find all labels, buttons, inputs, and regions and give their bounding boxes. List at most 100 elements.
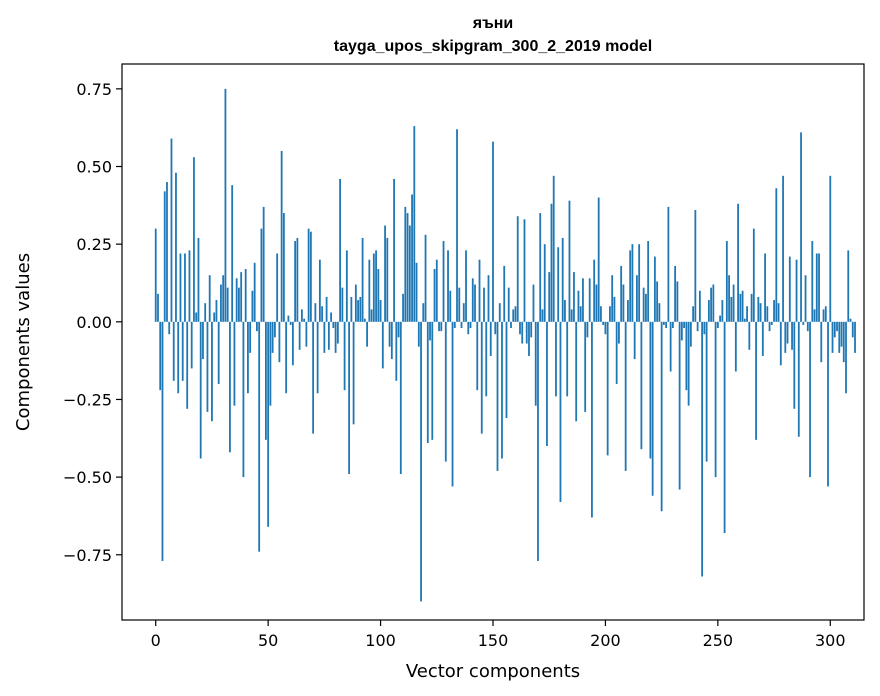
bar: [321, 306, 324, 322]
bar: [195, 312, 198, 322]
bar: [507, 287, 510, 322]
bar: [217, 321, 220, 384]
bar: [804, 275, 807, 322]
bar: [694, 209, 697, 322]
bar: [456, 129, 458, 322]
bar: [444, 321, 447, 462]
x-tick-label: 50: [258, 631, 278, 650]
bar: [381, 321, 384, 369]
bar: [561, 237, 564, 322]
bar: [300, 309, 303, 322]
bar: [813, 309, 816, 322]
bar: [741, 290, 744, 322]
bar: [665, 321, 668, 329]
bar: [429, 321, 431, 341]
bar: [595, 284, 598, 322]
bar: [593, 259, 596, 322]
bar: [750, 293, 753, 322]
bar: [256, 321, 258, 332]
bar: [624, 321, 627, 471]
bar: [586, 321, 589, 338]
bar: [579, 306, 582, 322]
bar: [746, 306, 748, 322]
bar: [854, 321, 856, 353]
bar: [584, 321, 587, 412]
x-axis-ticks: 0 50 100 150 200 250 300: [151, 620, 846, 650]
bar: [671, 321, 674, 329]
bar: [537, 321, 539, 561]
bars-group: [154, 88, 856, 602]
bar: [159, 321, 162, 391]
bar: [725, 241, 728, 322]
x-axis-label: Vector components: [406, 661, 580, 682]
bar: [280, 150, 283, 322]
bar: [667, 206, 670, 322]
bar: [734, 321, 737, 372]
bar: [842, 321, 845, 363]
bar: [312, 321, 315, 434]
bar: [316, 321, 319, 394]
bar: [548, 272, 551, 322]
bar: [161, 321, 164, 561]
bar: [341, 287, 344, 322]
bar: [719, 315, 721, 322]
bar: [615, 321, 618, 384]
bar: [339, 178, 341, 322]
bar: [678, 321, 681, 490]
bar: [498, 303, 501, 322]
bar: [327, 321, 330, 350]
bar: [525, 321, 528, 344]
bar: [604, 321, 607, 335]
bar: [649, 321, 652, 459]
y-tick-label: 0.00: [76, 313, 112, 332]
bar: [336, 321, 339, 344]
bar: [397, 321, 400, 338]
bar: [658, 303, 661, 322]
bar: [582, 278, 584, 322]
bar: [629, 250, 632, 322]
bar: [402, 293, 404, 322]
bar: [249, 321, 252, 353]
bar: [620, 265, 623, 322]
bar: [440, 321, 443, 332]
bar: [361, 237, 364, 322]
bar: [519, 321, 521, 335]
bar: [202, 321, 204, 360]
bar: [235, 278, 238, 322]
bar: [388, 321, 391, 347]
bar: [271, 321, 274, 353]
bar: [483, 287, 485, 322]
y-axis-label: Components values: [13, 253, 34, 431]
bar: [705, 321, 708, 462]
bar: [260, 228, 263, 322]
bar: [229, 321, 231, 453]
bar: [231, 185, 234, 322]
bar: [534, 321, 537, 406]
bar: [514, 306, 517, 322]
bar: [467, 321, 470, 335]
bar: [469, 321, 472, 329]
bar: [847, 250, 850, 322]
bar: [348, 321, 350, 475]
bar: [829, 175, 832, 322]
bar: [779, 321, 782, 366]
bar: [609, 306, 611, 322]
bar: [757, 296, 760, 322]
bar: [552, 175, 555, 322]
x-tick-label: 150: [478, 631, 509, 650]
bar: [833, 321, 836, 338]
bar: [732, 284, 735, 322]
bar: [840, 321, 843, 347]
bar: [172, 321, 175, 381]
bar: [186, 321, 189, 409]
bar: [258, 321, 261, 552]
bar: [568, 200, 571, 322]
bar: [363, 318, 366, 322]
bar: [811, 241, 814, 322]
bar: [314, 303, 317, 322]
bar: [379, 300, 382, 322]
bar: [247, 321, 249, 394]
bar: [384, 225, 386, 322]
bar: [224, 88, 227, 322]
